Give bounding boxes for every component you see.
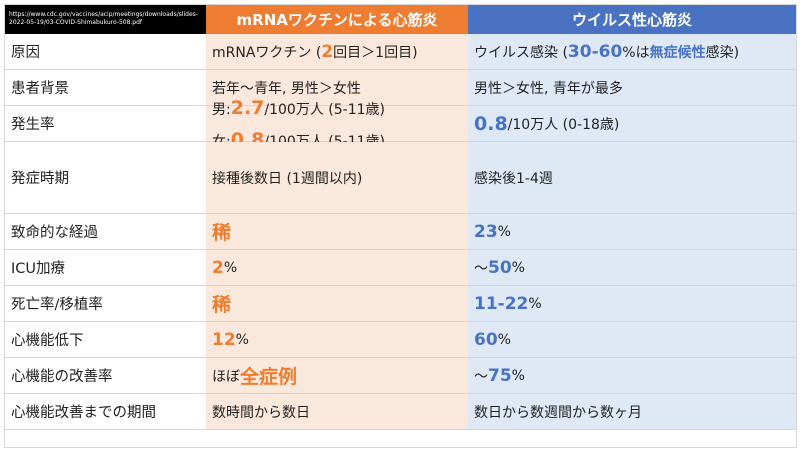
text: ～ [474,368,488,385]
value: 23 [474,221,498,242]
cell-mrna-cause: mRNAワクチン (2 回目＞1回目) [206,34,468,70]
emphasis-text: 無症候性 [649,44,706,61]
row-label-cause: 原因 [5,34,206,70]
cell-virus-icu: ～ 50% [468,250,796,286]
row-label-background: 患者背景 [5,70,206,106]
value: 稀 [212,222,232,244]
cell-virus-cause: ウイルス感染 (30-60 %は 無症候性 感染) [468,34,796,70]
value: 2 [321,41,334,62]
value: 0.8 [474,112,508,135]
cell-mrna-background: 若年～青年, 男性＞女性 [206,70,468,106]
text: /100万人 (5-11歳) [264,101,385,118]
row-label-icu: ICU加療 [5,250,206,286]
row-label-fatal-course: 致命的な経過 [5,214,206,250]
value: 2 [212,257,224,278]
column-header-mrna: mRNAワクチンによる心筋炎 [206,5,468,34]
value: 12 [212,329,236,350]
text: % [528,295,542,312]
cell-virus-onset: 感染後1-4週 [468,142,796,214]
source-citation: https://www.cdc.gov/vaccines/acip/meetin… [5,5,206,34]
text: % [511,259,525,276]
row-label-incidence: 発生率 [5,106,206,142]
text: % [497,223,511,240]
cell-mrna-fatal-course: 稀 [206,214,468,250]
text: 男: [212,101,231,118]
cell-virus-background: 男性＞女性, 青年が最多 [468,70,796,106]
row-label-recovery-rate: 心機能の改善率 [5,358,206,394]
column-header-virus: ウイルス性心筋炎 [468,5,796,34]
text: %は [622,44,650,61]
value: 11-22 [474,293,529,314]
cell-virus-fatal-course: 23% [468,214,796,250]
row-label-recovery-time: 心機能改善までの期間 [5,394,206,430]
value: 60 [474,329,498,350]
text: /10万人 (0-18歳) [507,116,620,133]
text: ウイルス感染 ( [474,44,568,61]
value: 全症例 [240,366,298,388]
row-label-onset: 発症時期 [5,142,206,214]
cell-virus-recovery-rate: ～ 75% [468,358,796,394]
cell-mrna-icu: 2% [206,250,468,286]
text: % [235,331,249,348]
text: ほぼ [212,368,240,385]
cell-virus-incidence: 0.8/10万人 (0-18歳) [468,106,796,142]
cell-virus-cardiac-decline: 60% [468,322,796,358]
value: 30-60 [567,41,623,62]
row-label-cardiac-decline: 心機能低下 [5,322,206,358]
value: 稀 [212,294,232,316]
comparison-table: https://www.cdc.gov/vaccines/acip/meetin… [4,4,797,448]
value: 75 [488,365,512,386]
text: 感染) [705,44,740,61]
incidence-male: 男: 2.7/100万人 (5-11歳) [212,97,385,119]
text: % [511,367,525,384]
cell-virus-mortality: 11-22% [468,286,796,322]
cell-mrna-onset: 接種後数日 (1週間以内) [206,142,468,214]
cell-mrna-recovery-rate: ほぼ 全症例 [206,358,468,394]
text: mRNAワクチン ( [212,44,322,61]
cell-virus-recovery-time: 数日から数週間から数ヶ月 [468,394,796,430]
row-label-mortality: 死亡率/移植率 [5,286,206,322]
text: % [497,331,511,348]
text: ～ [474,260,488,277]
value: 2.7 [230,96,265,119]
cell-mrna-incidence: 男: 2.7/100万人 (5-11歳) 女: 0.8/100万人 (5-11歳… [206,97,468,151]
text: % [223,259,238,276]
cell-mrna-mortality: 稀 [206,286,468,322]
cell-mrna-cardiac-decline: 12% [206,322,468,358]
cell-mrna-recovery-time: 数時間から数日 [206,394,468,430]
value: 50 [488,257,512,278]
text: 回目＞1回目) [333,44,418,61]
